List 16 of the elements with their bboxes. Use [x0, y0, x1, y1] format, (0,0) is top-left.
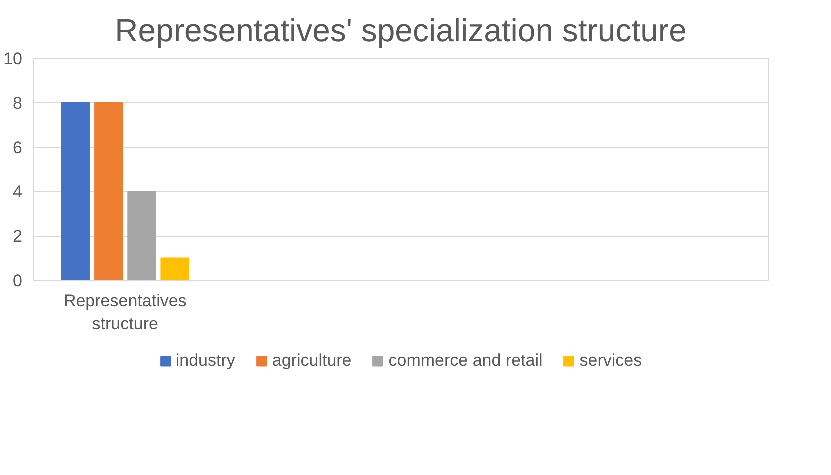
bar	[61, 102, 90, 280]
y-tick-label: 6	[13, 138, 23, 158]
y-tick-label: 2	[13, 227, 23, 246]
legend-label: industry	[176, 351, 236, 371]
y-tick-label: 4	[13, 182, 23, 202]
bar	[128, 191, 156, 280]
chart-title: Representatives' specialization structure	[115, 12, 687, 48]
x-tick-label: Representatives structure	[64, 292, 187, 334]
y-tick-label: 10	[4, 50, 23, 68]
bar	[94, 102, 124, 280]
y-tick-label: 8	[13, 94, 23, 113]
legend-label: agriculture	[272, 351, 352, 371]
legend-label: commerce and retail	[388, 351, 543, 371]
legend-label: services	[580, 351, 642, 371]
bar	[160, 258, 190, 280]
y-tick-label: 0	[13, 272, 23, 290]
